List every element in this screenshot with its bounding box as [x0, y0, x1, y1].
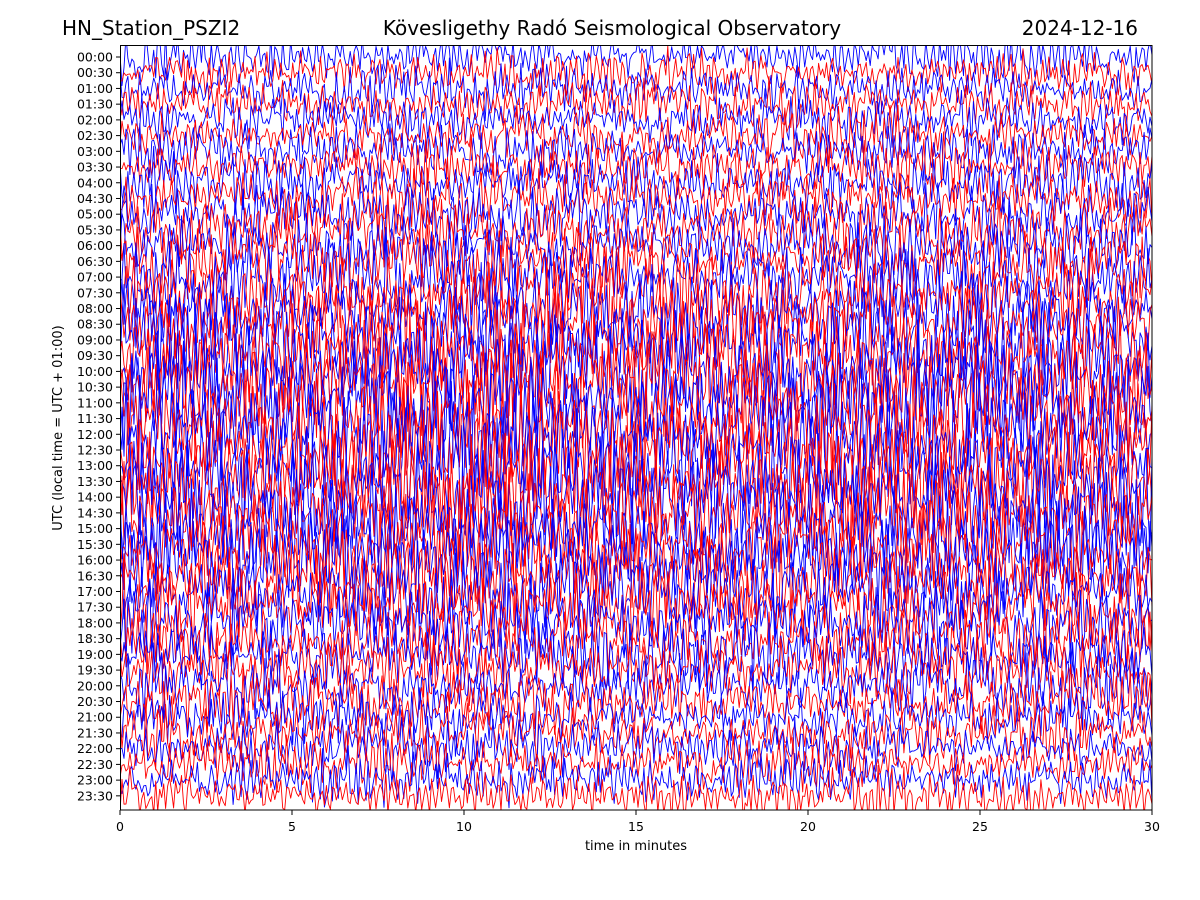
- trace-line: [120, 251, 1152, 363]
- y-tick-label: 17:00: [77, 584, 113, 599]
- trace-line: [120, 122, 1152, 181]
- trace-line: [120, 697, 1152, 771]
- trace-line: [120, 730, 1152, 794]
- y-tick-label: 20:30: [77, 694, 113, 709]
- y-tick-label: 14:30: [77, 505, 113, 520]
- x-axis-ticks: 0 5 10 15 20 25 30: [116, 810, 1160, 834]
- y-tick-label: 22:30: [77, 757, 113, 772]
- y-tick-label: 13:30: [77, 474, 113, 489]
- y-tick-label: 06:30: [77, 254, 113, 269]
- trace-line: [120, 155, 1152, 239]
- y-tick-label: 15:30: [77, 537, 113, 552]
- y-tick-label: 21:00: [77, 710, 113, 725]
- trace-line: [120, 642, 1152, 731]
- y-tick-label: 05:30: [77, 222, 113, 237]
- x-tick-label: 10: [456, 819, 472, 834]
- trace-line: [120, 745, 1152, 809]
- station-title: HN_Station_PSZI2: [62, 16, 241, 40]
- y-tick-label: 01:30: [77, 97, 113, 112]
- trace-line: [120, 75, 1152, 133]
- y-tick-label: 22:00: [77, 741, 113, 756]
- x-tick-label: 30: [1144, 819, 1160, 834]
- y-tick-label: 16:00: [77, 553, 113, 568]
- y-tick-label: 12:30: [77, 443, 113, 458]
- y-tick-label: 17:30: [77, 600, 113, 615]
- y-tick-label: 14:00: [77, 490, 113, 505]
- y-tick-label: 16:30: [77, 568, 113, 583]
- y-tick-label: 10:30: [77, 380, 113, 395]
- y-tick-label: 07:30: [77, 285, 113, 300]
- y-axis-ticks: 00:0000:3001:0001:3002:0002:3003:0003:30…: [77, 50, 120, 803]
- y-tick-label: 11:30: [77, 411, 113, 426]
- y-tick-label: 02:30: [77, 128, 113, 143]
- y-axis-label: UTC (local time = UTC + 01:00): [51, 325, 66, 530]
- y-tick-label: 18:30: [77, 631, 113, 646]
- y-tick-label: 05:00: [77, 207, 113, 222]
- trace-line: [120, 216, 1152, 304]
- trace-line: [120, 232, 1152, 348]
- y-tick-label: 04:00: [77, 175, 113, 190]
- trace-line: [120, 145, 1152, 217]
- y-tick-label: 09:00: [77, 332, 113, 347]
- y-tick-label: 10:00: [77, 364, 113, 379]
- trace-line: [120, 764, 1152, 810]
- y-tick-label: 01:00: [77, 81, 113, 96]
- x-tick-label: 20: [800, 819, 816, 834]
- y-tick-label: 09:30: [77, 348, 113, 363]
- trace-line: [120, 131, 1152, 203]
- trace-line: [120, 45, 1152, 103]
- x-axis-label: time in minutes: [585, 839, 687, 854]
- y-tick-label: 00:30: [77, 65, 113, 80]
- y-tick-label: 21:30: [77, 725, 113, 740]
- y-tick-label: 20:00: [77, 678, 113, 693]
- trace-line: [120, 663, 1152, 741]
- trace-line: [120, 57, 1152, 122]
- x-tick-label: 25: [972, 819, 988, 834]
- trace-line: [120, 88, 1152, 153]
- y-tick-label: 07:00: [77, 270, 113, 285]
- trace-line: [120, 615, 1152, 694]
- x-tick-label: 0: [116, 819, 124, 834]
- y-tick-label: 13:00: [77, 458, 113, 473]
- y-tick-label: 19:00: [77, 647, 113, 662]
- trace-line: [120, 289, 1152, 432]
- y-tick-label: 03:00: [77, 144, 113, 159]
- y-tick-label: 06:00: [77, 238, 113, 253]
- y-tick-label: 02:00: [77, 112, 113, 127]
- trace-line: [120, 540, 1152, 654]
- y-tick-label: 23:30: [77, 788, 113, 803]
- y-tick-label: 00:00: [77, 50, 113, 65]
- trace-line: [120, 500, 1152, 624]
- x-tick-label: 5: [288, 819, 296, 834]
- y-tick-label: 12:00: [77, 427, 113, 442]
- y-tick-label: 23:00: [77, 773, 113, 788]
- trace-line: [120, 450, 1152, 575]
- y-tick-label: 08:00: [77, 301, 113, 316]
- date-title: 2024-12-16: [1021, 16, 1138, 40]
- y-tick-label: 04:30: [77, 191, 113, 206]
- y-tick-label: 03:30: [77, 160, 113, 175]
- trace-line: [120, 715, 1152, 785]
- y-tick-label: 19:30: [77, 663, 113, 678]
- seismic-traces: [120, 45, 1152, 810]
- y-tick-label: 15:00: [77, 521, 113, 536]
- y-tick-label: 08:30: [77, 317, 113, 332]
- y-tick-label: 18:00: [77, 615, 113, 630]
- trace-line: [120, 521, 1152, 641]
- x-tick-label: 15: [628, 819, 644, 834]
- observatory-title: Kövesligethy Radó Seismological Observat…: [382, 16, 842, 40]
- y-tick-label: 11:00: [77, 395, 113, 410]
- trace-line: [120, 45, 1152, 88]
